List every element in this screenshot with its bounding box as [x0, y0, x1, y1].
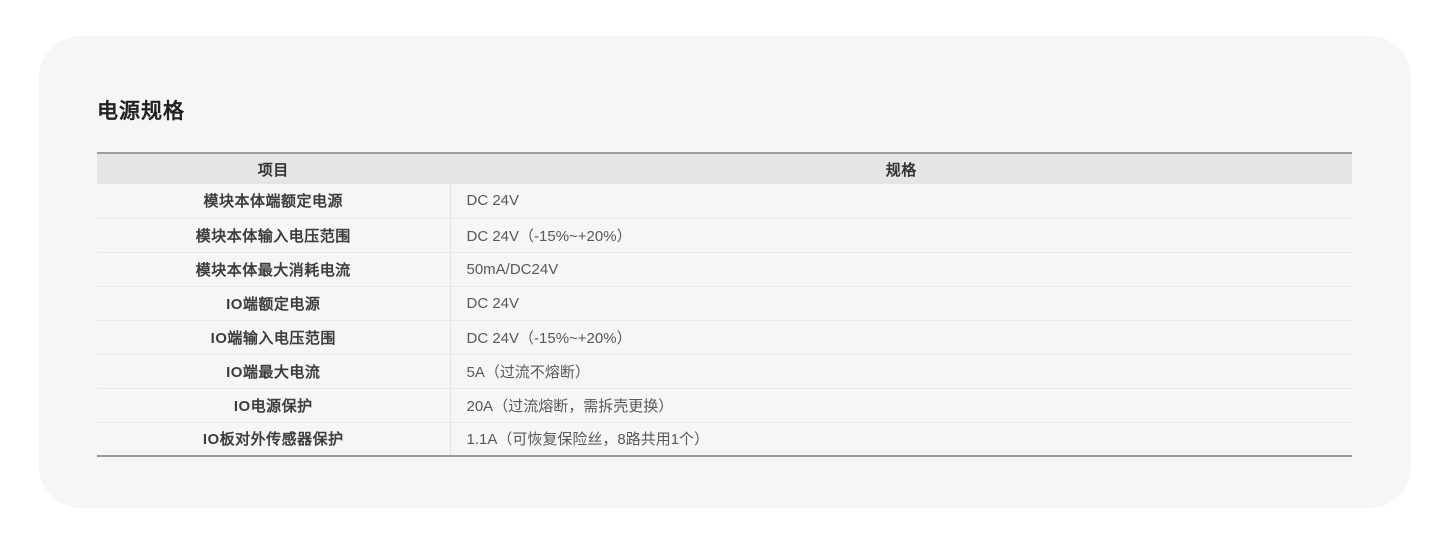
spec-cell: 5A（过流不熔断）	[449, 354, 1352, 389]
column-header-item: 项目	[97, 152, 450, 184]
spec-card: 电源规格 项目 规格 模块本体端额定电源 DC 24V	[39, 36, 1411, 508]
page-title: 电源规格	[97, 100, 185, 123]
table-row: 模块本体最大消耗电流 50mA/DC24V	[97, 252, 1352, 287]
table-row: 模块本体端额定电源 DC 24V	[97, 184, 1352, 219]
header-row: 项目 规格	[97, 152, 1352, 184]
table-row: IO端输入电压范围 DC 24V（-15%~+20%）	[97, 320, 1352, 355]
table-row: IO端额定电源 DC 24V	[97, 286, 1352, 321]
table-row: IO板对外传感器保护 1.1A（可恢复保险丝，8路共用1个）	[97, 422, 1352, 457]
item-cell: IO电源保护	[97, 388, 450, 423]
item-cell: 模块本体最大消耗电流	[97, 252, 450, 287]
item-cell: IO端额定电源	[97, 286, 450, 321]
item-cell: 模块本体输入电压范围	[97, 218, 450, 253]
table-row: IO电源保护 20A（过流熔断，需拆壳更换）	[97, 388, 1352, 423]
spec-cell: 20A（过流熔断，需拆壳更换）	[449, 388, 1352, 423]
table-body: 模块本体端额定电源 DC 24V 模块本体输入电压范围 DC 24V（-15%~…	[97, 184, 1352, 457]
spec-cell: DC 24V（-15%~+20%）	[449, 218, 1352, 253]
spec-cell: DC 24V	[449, 184, 1352, 219]
spec-cell: DC 24V（-15%~+20%）	[449, 320, 1352, 355]
item-cell: IO板对外传感器保护	[97, 422, 450, 457]
spec-cell: 50mA/DC24V	[449, 252, 1352, 287]
spec-table: 项目 规格 模块本体端额定电源 DC 24V 模块本体输入电压范围 DC 24V…	[97, 152, 1352, 457]
item-cell: IO端输入电压范围	[97, 320, 450, 355]
table-row: 模块本体输入电压范围 DC 24V（-15%~+20%）	[97, 218, 1352, 253]
table-row: IO端最大电流 5A（过流不熔断）	[97, 354, 1352, 389]
spec-cell: DC 24V	[449, 286, 1352, 321]
item-cell: 模块本体端额定电源	[97, 184, 450, 219]
spec-cell: 1.1A（可恢复保险丝，8路共用1个）	[449, 422, 1352, 457]
item-cell: IO端最大电流	[97, 354, 450, 389]
table-header: 项目 规格	[97, 152, 1352, 184]
column-header-spec: 规格	[449, 152, 1352, 184]
